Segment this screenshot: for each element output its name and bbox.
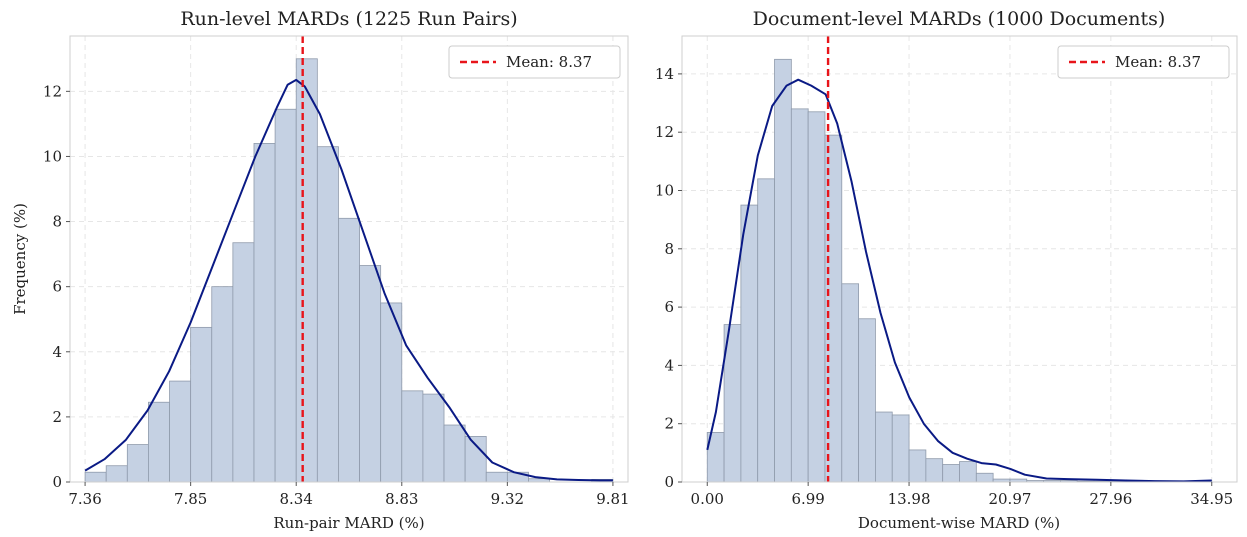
histogram-bar <box>401 390 424 483</box>
histogram-bar <box>908 449 927 483</box>
x-tick-label: 27.96 <box>1089 490 1132 508</box>
histogram-bar <box>824 134 843 483</box>
chart-title: Run-level MARDs (1225 Run Pairs) <box>180 8 517 30</box>
histogram-bar <box>740 204 759 483</box>
y-tick-label: 2 <box>52 408 62 426</box>
legend-label: Mean: 8.37 <box>506 53 592 71</box>
histogram-bar <box>190 326 213 483</box>
chart-title: Document-level MARDs (1000 Documents) <box>753 8 1166 30</box>
y-tick-label: 2 <box>664 415 674 433</box>
histogram-bars <box>84 58 614 483</box>
plot-frame <box>681 35 1238 483</box>
histogram-bar <box>858 318 876 483</box>
x-tick-label: 6.99 <box>791 490 824 508</box>
y-tick-label: 14 <box>655 65 674 83</box>
histogram-bar <box>422 393 445 483</box>
y-tick-label: 0 <box>52 473 62 491</box>
histogram-bar <box>232 242 255 483</box>
histogram-bar <box>757 178 775 483</box>
y-tick-label: 10 <box>655 181 674 199</box>
legend-box <box>1057 45 1230 79</box>
y-tick-label: 4 <box>52 343 62 361</box>
histogram-bar <box>790 108 809 483</box>
histogram-bar <box>126 444 149 483</box>
plot-frame <box>69 35 629 483</box>
x-tick-label: 20.97 <box>988 490 1031 508</box>
x-tick-label: 34.95 <box>1190 490 1233 508</box>
histogram-bars <box>706 58 1213 483</box>
x-axis-label: Run-pair MARD (%) <box>273 514 424 532</box>
histogram-bar <box>925 458 944 483</box>
y-tick-label: 6 <box>52 278 62 296</box>
histogram-bar <box>875 411 893 483</box>
y-tick-label: 4 <box>664 356 674 374</box>
y-tick-label: 12 <box>655 123 674 141</box>
histogram-bar <box>148 401 170 483</box>
histogram-bar <box>807 111 826 483</box>
y-tick-label: 12 <box>43 82 62 100</box>
kde-curve <box>84 78 613 482</box>
histogram-bar <box>253 143 276 483</box>
y-axis-label: Frequency (%) <box>11 203 29 315</box>
histogram-bar <box>295 58 318 483</box>
y-tick-labels: 0 2 4 6 8 10 12 14 <box>655 65 682 491</box>
kde-curve-group <box>84 78 613 482</box>
x-tick-labels: 7.36 7.85 8.34 8.83 9.32 9.81 <box>68 482 630 508</box>
x-axis-label: Document-wise MARD (%) <box>858 514 1060 532</box>
y-tick-label: 6 <box>664 298 674 316</box>
y-tick-label: 8 <box>52 213 62 231</box>
x-tick-label: 8.34 <box>280 490 313 508</box>
histogram-bar <box>359 265 382 483</box>
histogram-bar <box>891 414 910 483</box>
x-tick-label: 0.00 <box>691 490 724 508</box>
x-tick-label: 9.81 <box>596 490 629 508</box>
histogram-bar <box>443 424 466 483</box>
histogram-bar <box>84 471 107 483</box>
x-tick-label: 7.36 <box>68 490 101 508</box>
y-tick-label: 10 <box>43 147 62 165</box>
run-level-chart: 7.36 7.85 8.34 8.83 9.32 9.81 0 2 4 6 8 10 12 Run-l… <box>11 8 630 532</box>
y-tick-label: 0 <box>664 473 674 491</box>
histogram-bar <box>169 380 192 483</box>
legend: Mean: 8.37 <box>448 45 621 79</box>
histogram-bar <box>338 217 360 483</box>
x-tick-label: 8.83 <box>385 490 418 508</box>
kde-curve <box>706 78 1212 483</box>
x-tick-label: 13.98 <box>888 490 931 508</box>
legend-label: Mean: 8.37 <box>1115 53 1201 71</box>
histogram-bar <box>959 461 977 483</box>
y-tick-labels: 0 2 4 6 8 10 12 <box>43 82 70 491</box>
document-level-chart: 0.00 6.99 13.98 20.97 27.96 34.95 0 2 4 6 8 10 12 14… <box>655 8 1238 532</box>
histogram-bar <box>774 58 792 483</box>
histogram-bar <box>464 436 487 483</box>
x-tick-label: 7.85 <box>174 490 207 508</box>
histogram-bar <box>274 108 297 483</box>
histogram-bar <box>485 471 508 483</box>
histogram-bar <box>105 465 128 483</box>
legend: Mean: 8.37 <box>1057 45 1230 79</box>
histogram-bar <box>211 286 234 483</box>
legend-box <box>448 45 621 79</box>
kde-curve-group <box>706 78 1212 483</box>
histogram-bar <box>841 283 860 483</box>
histogram-bar <box>316 146 339 483</box>
histogram-bar <box>942 464 960 483</box>
x-tick-label: 9.32 <box>491 490 524 508</box>
x-tick-labels: 0.00 6.99 13.98 20.97 27.96 34.95 <box>691 482 1233 508</box>
histogram-bar <box>975 472 994 483</box>
y-tick-label: 8 <box>664 240 674 258</box>
